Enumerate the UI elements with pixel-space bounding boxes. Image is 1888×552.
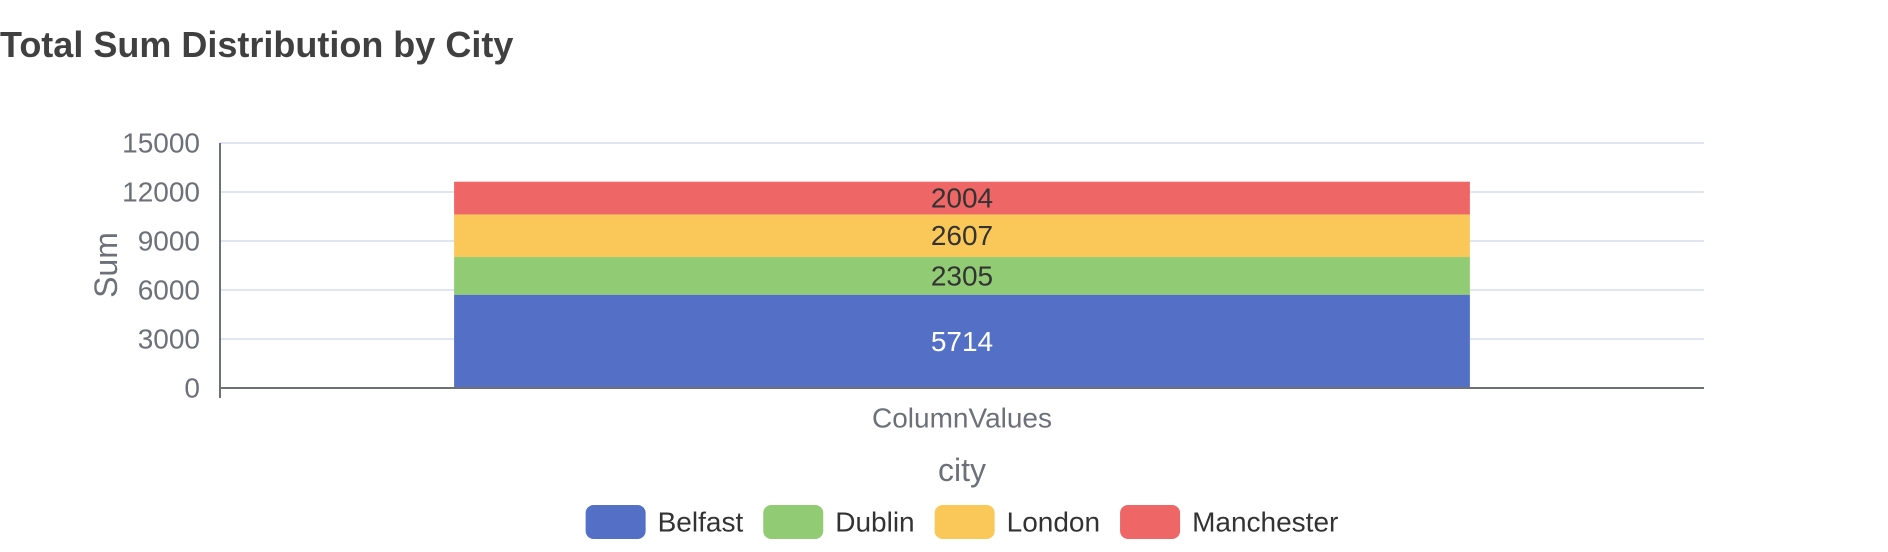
y-axis-title: Sum	[88, 232, 124, 298]
bar-segment-london	[454, 214, 1470, 258]
axes	[219, 143, 1704, 398]
legend-swatch	[585, 505, 646, 539]
y-tick-label: 9000	[138, 226, 200, 257]
legend-item-london: London	[934, 505, 1100, 539]
y-tick-label: 0	[184, 373, 200, 404]
y-axis-ticks: 0 3000 6000 9000 12000 15000	[122, 128, 200, 404]
legend-swatch	[934, 505, 995, 539]
legend: Belfast Dublin London Manchester	[585, 505, 1338, 539]
x-axis-title: city	[938, 452, 986, 488]
x-axis-ticks: ColumnValues	[872, 403, 1052, 434]
y-tick-label: 15000	[122, 128, 200, 159]
bar-segment-manchester	[454, 181, 1470, 215]
legend-item-manchester: Manchester	[1120, 505, 1338, 539]
legend-label: London	[1007, 507, 1100, 538]
y-tick-label: 6000	[138, 275, 200, 306]
legend-label: Belfast	[658, 507, 744, 538]
legend-label: Dublin	[835, 507, 914, 538]
legend-swatch	[1120, 505, 1181, 539]
bar-stack	[454, 181, 1470, 388]
chart-title: Total Sum Distribution by City	[0, 24, 514, 65]
data-label-manchester: 2004	[931, 183, 993, 214]
data-labels: 5714 2305 2607 2004	[931, 183, 993, 357]
legend-item-dublin: Dublin	[763, 505, 915, 539]
bar-segment-dublin	[454, 257, 1470, 295]
x-tick-label: ColumnValues	[872, 403, 1052, 434]
legend-item-belfast: Belfast	[585, 505, 744, 539]
y-tick-label: 12000	[122, 177, 200, 208]
legend-swatch	[763, 505, 824, 539]
y-tick-label: 3000	[138, 324, 200, 355]
legend-label: Manchester	[1192, 507, 1338, 538]
bar-segment-belfast	[454, 294, 1470, 388]
data-label-london: 2607	[931, 220, 993, 251]
data-label-belfast: 5714	[931, 326, 993, 357]
data-label-dublin: 2305	[931, 260, 993, 291]
